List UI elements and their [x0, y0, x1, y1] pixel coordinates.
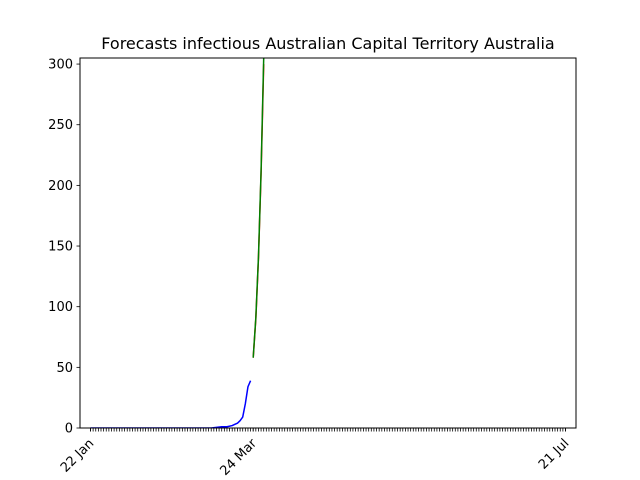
x-tick-label: 24 Mar — [217, 436, 260, 479]
x-tick-label: 22 Jan — [58, 436, 97, 475]
series-line-0 — [90, 380, 252, 428]
y-axis: 0 50 100 150 200 250 300 — [48, 58, 80, 437]
y-tick-label: 50 — [56, 361, 73, 376]
series-line-2 — [252, 58, 265, 358]
x-tick-label: 21 Jul — [536, 436, 572, 472]
y-tick-label: 100 — [48, 300, 73, 315]
plot-frame — [79, 57, 577, 429]
y-tick-label: 250 — [48, 118, 73, 133]
x-axis: 22 Jan 24 Mar 21 Jul — [58, 428, 572, 479]
x-minor-ticks — [90, 428, 566, 432]
y-tick-label: 150 — [48, 240, 73, 255]
y-tick-label: 0 — [65, 422, 73, 437]
series-layer — [90, 58, 265, 428]
y-tick-label: 300 — [48, 58, 73, 73]
chart-title: Forecasts infectious Australian Capital … — [101, 34, 554, 53]
y-tick-label: 200 — [48, 179, 73, 194]
